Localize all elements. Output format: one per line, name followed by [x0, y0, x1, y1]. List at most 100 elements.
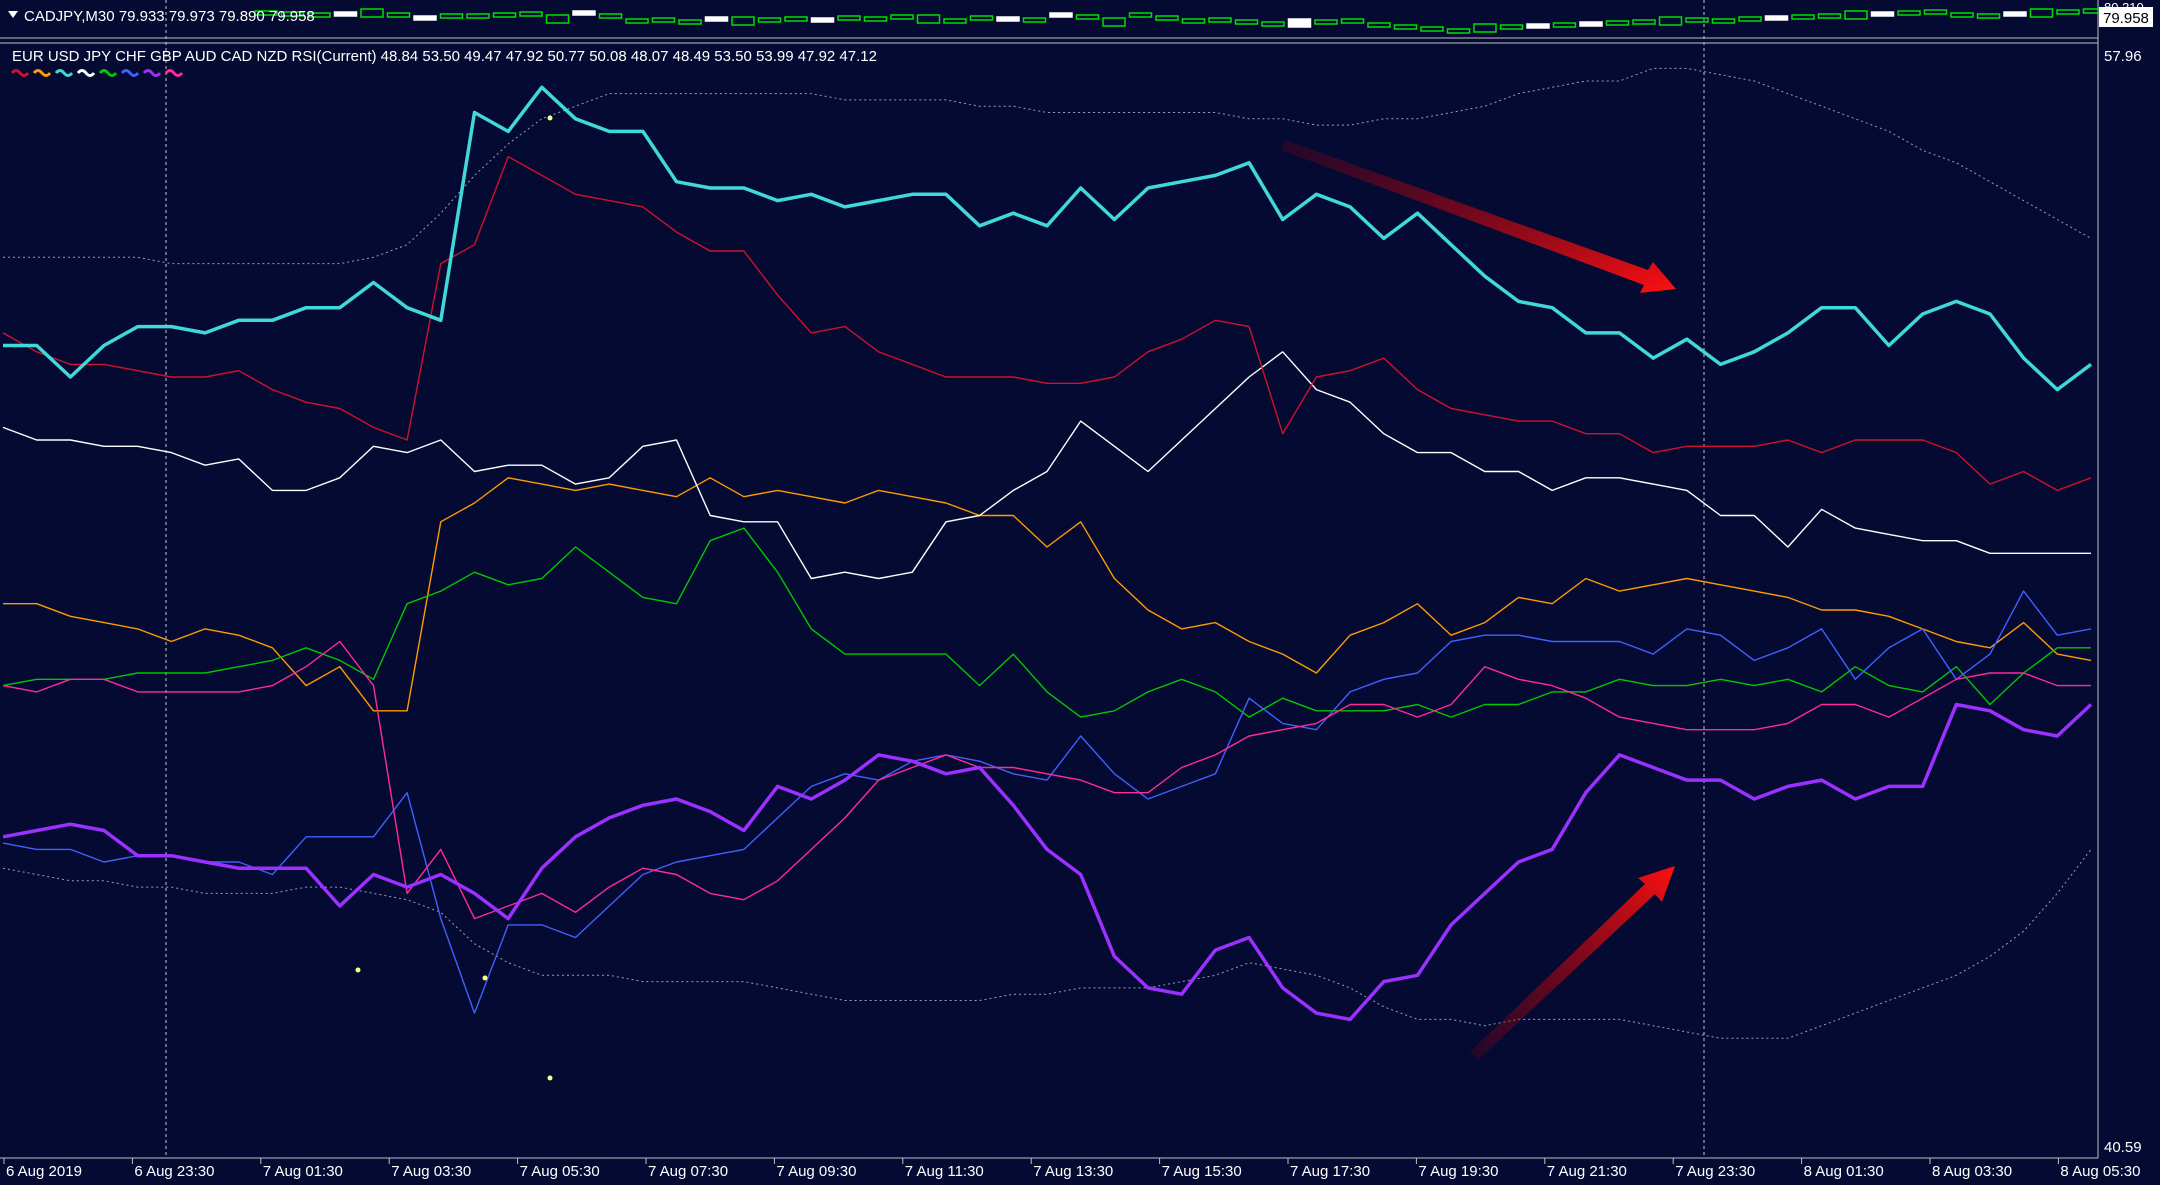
candle	[1658, 16, 1683, 26]
indicator-title: EUR USD JPY CHF GBP AUD CAD NZD RSI(Curr…	[12, 48, 877, 65]
time-label: 7 Aug 21:30	[1547, 1163, 1627, 1180]
time-label: 7 Aug 03:30	[391, 1163, 471, 1180]
time-label: 7 Aug 17:30	[1290, 1163, 1370, 1180]
legend-color-swatches	[10, 69, 184, 77]
series-line-eur	[2, 155, 2092, 492]
legend-swatch-eur	[10, 69, 30, 77]
time-label: 7 Aug 01:30	[263, 1163, 343, 1180]
time-label: 6 Aug 23:30	[134, 1163, 214, 1180]
candle	[1393, 24, 1418, 30]
candle	[863, 16, 888, 22]
candle	[2003, 11, 2027, 17]
price-candles	[254, 8, 2133, 34]
candle	[1420, 26, 1444, 32]
candle	[280, 11, 305, 17]
candle	[254, 10, 278, 16]
time-label: 7 Aug 07:30	[648, 1163, 728, 1180]
candle	[651, 17, 676, 23]
candle	[413, 15, 437, 21]
candle	[1022, 17, 1047, 23]
candle	[1950, 12, 1974, 18]
candle	[1526, 23, 1550, 29]
signal-markers	[355, 115, 553, 1081]
candle	[890, 14, 914, 20]
candle	[572, 10, 596, 16]
candle	[731, 16, 755, 26]
candle	[598, 13, 623, 19]
legend-swatch-usd	[32, 69, 52, 77]
signal-dot	[355, 967, 361, 973]
candle	[1340, 18, 1365, 24]
candle	[1711, 18, 1736, 24]
series-line-aud	[2, 590, 2092, 1014]
candle	[1102, 17, 1126, 27]
legend-swatch-gbp	[98, 69, 118, 77]
arrow-down	[1281, 140, 1676, 293]
time-label: 7 Aug 15:30	[1162, 1163, 1242, 1180]
candle	[1738, 16, 1762, 22]
candle	[784, 16, 808, 22]
time-label: 7 Aug 19:30	[1418, 1163, 1498, 1180]
rsi-series-layer	[2, 67, 2093, 1039]
candle	[625, 18, 649, 24]
time-label: 8 Aug 03:30	[1932, 1163, 2012, 1180]
candle	[996, 16, 1020, 22]
candle	[1446, 28, 1471, 34]
candle	[1632, 19, 1656, 25]
candle	[1287, 18, 1312, 28]
candle	[545, 14, 570, 24]
candle	[1181, 18, 1206, 24]
legend-swatch-chf	[76, 69, 96, 77]
arrow-up	[1470, 866, 1675, 1060]
candle	[810, 17, 835, 23]
series-line-cad	[2, 702, 2093, 1022]
time-label: 6 Aug 2019	[6, 1163, 82, 1180]
candle	[1844, 10, 1868, 20]
legend-swatch-nzd	[164, 69, 184, 77]
candle	[916, 14, 941, 24]
time-label: 8 Aug 05:30	[2060, 1163, 2140, 1180]
candle	[1234, 19, 1259, 25]
rsi-level-top-label: 57.96	[2104, 48, 2142, 65]
candle	[333, 11, 358, 17]
candle	[757, 17, 782, 23]
candle	[519, 11, 543, 17]
signal-dot	[547, 115, 553, 121]
candle	[2029, 8, 2054, 18]
candle	[439, 13, 464, 19]
candle	[1685, 17, 1709, 23]
series-line-band-upper	[3, 67, 2092, 265]
signal-dot	[482, 975, 488, 981]
candle	[1923, 9, 1948, 15]
candle	[1314, 19, 1338, 25]
candle	[386, 12, 411, 18]
candle	[1976, 13, 2001, 19]
candle	[492, 12, 517, 18]
time-axis: 6 Aug 2019 6 Aug 23:30 7 Aug 01:30 7 Aug 03…	[3, 1158, 2140, 1180]
candle	[1075, 14, 1100, 20]
time-label: 7 Aug 13:30	[1033, 1163, 1113, 1180]
series-line-band-lower	[2, 849, 2092, 1039]
candle	[1897, 10, 1921, 16]
candle	[678, 19, 702, 25]
candle	[1473, 23, 1497, 33]
candle	[704, 16, 729, 22]
signal-dot	[547, 1075, 553, 1081]
current-price-label: 79.958	[2103, 10, 2149, 27]
legend-swatch-jpy	[54, 69, 74, 77]
series-line-usd	[3, 477, 2092, 712]
collapse-triangle-icon[interactable]	[8, 11, 18, 18]
candle	[1605, 20, 1630, 26]
series-line-chf	[2, 351, 2091, 580]
candle	[360, 8, 384, 18]
candle	[2056, 9, 2080, 15]
candle	[1049, 12, 1073, 18]
time-label: 7 Aug 23:30	[1675, 1163, 1755, 1180]
candle	[969, 15, 994, 21]
series-line-gbp	[2, 527, 2091, 718]
candle	[1367, 22, 1391, 28]
candle	[1552, 22, 1577, 28]
series-line-jpy	[3, 85, 2093, 392]
